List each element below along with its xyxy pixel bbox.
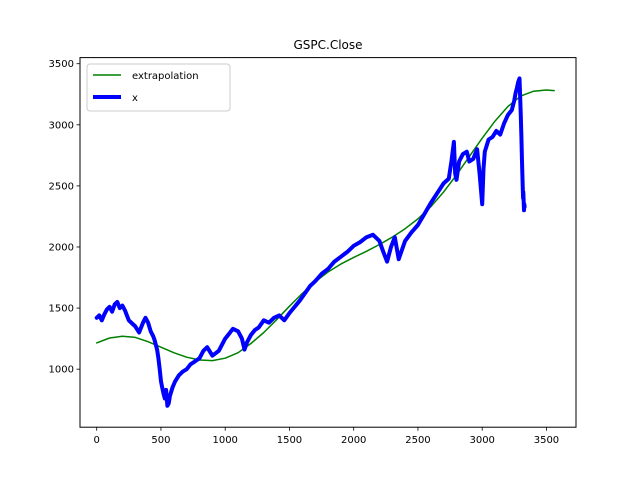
x-tick-label: 1500 — [277, 435, 302, 446]
chart-title: GSPC.Close — [293, 38, 362, 52]
legend-box — [86, 63, 231, 112]
y-tick-label: 2000 — [49, 242, 74, 253]
y-tick-label: 3500 — [49, 59, 74, 70]
legend-label-extrapolation: extrapolation — [132, 71, 199, 82]
y-tick-label: 1500 — [49, 304, 74, 315]
x-tick-label: 2500 — [405, 435, 430, 446]
x-tick-label: 0 — [94, 435, 100, 446]
x-tick-label: 1000 — [212, 435, 237, 446]
plot-frame — [79, 57, 577, 428]
x-tick-label: 2000 — [341, 435, 366, 446]
series-line-x — [94, 76, 527, 408]
y-tick-label: 2500 — [49, 181, 74, 192]
x-tick-label: 3000 — [469, 435, 494, 446]
legend-label-x: x — [132, 93, 138, 104]
x-tick-label: 3500 — [534, 435, 559, 446]
y-tick-label: 3000 — [49, 120, 74, 131]
y-tick-label: 1000 — [49, 365, 74, 376]
series-line-extrapolation — [95, 89, 555, 362]
legend: extrapolation x — [86, 63, 231, 112]
series-layer — [94, 76, 555, 408]
x-axis: 0 500 1000 1500 2000 2500 3000 3500 — [94, 427, 559, 446]
y-axis: 1000 1500 2000 2500 3000 3500 — [49, 59, 80, 376]
x-tick-label: 500 — [151, 435, 170, 446]
